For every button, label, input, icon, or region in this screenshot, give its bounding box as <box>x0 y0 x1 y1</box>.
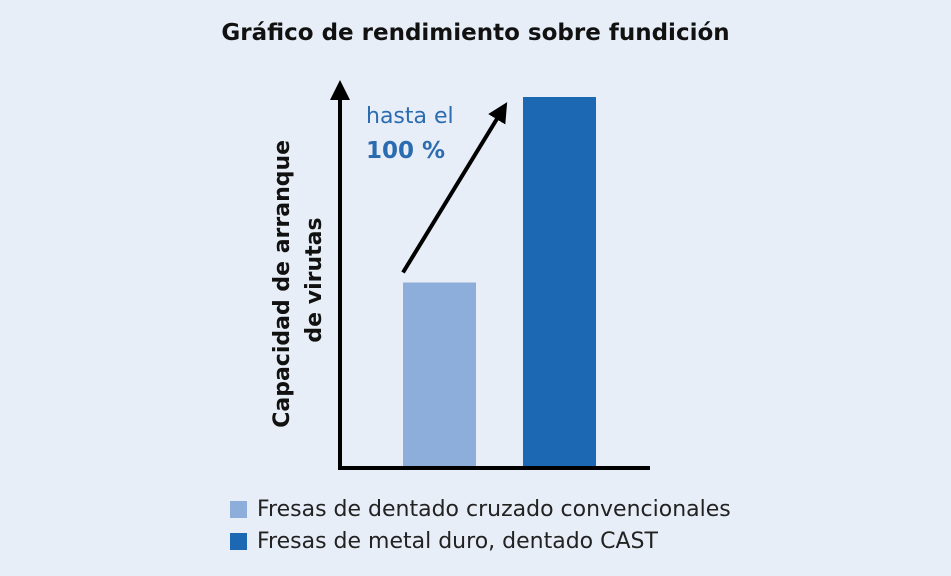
annotation-line2: 100 % <box>366 138 446 164</box>
increase-annotation: hasta el 100 % <box>366 100 454 168</box>
chart-title: Gráfico de rendimiento sobre fundición <box>221 20 730 46</box>
increase-arrow <box>401 102 508 274</box>
legend-item-cast: Fresas de metal duro, dentado CAST <box>230 525 731 557</box>
legend-label-cast: Fresas de metal duro, dentado CAST <box>257 528 658 554</box>
legend-label-conventional: Fresas de dentado cruzado convencionales <box>257 496 731 522</box>
y-axis-label-line: de virutas <box>302 217 327 342</box>
bar-conventional <box>403 282 476 468</box>
legend-item-conventional: Fresas de dentado cruzado convencionales <box>230 493 731 525</box>
y-axis-label: Capacidad de arranque de virutas <box>270 132 327 428</box>
bar-cast <box>523 97 596 468</box>
y-axis-label-line: Capacidad de arranque <box>270 140 295 428</box>
legend-swatch-cast <box>230 532 247 550</box>
annotation-line1: hasta el <box>366 104 454 129</box>
legend-swatch-conventional <box>230 500 247 518</box>
chart-legend: Fresas de dentado cruzado convencionales… <box>230 493 731 557</box>
